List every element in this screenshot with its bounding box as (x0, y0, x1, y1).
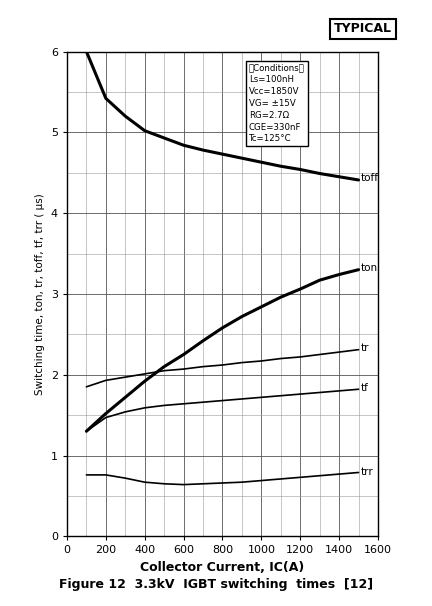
X-axis label: Collector Current, IC(A): Collector Current, IC(A) (140, 561, 305, 574)
Text: 【Conditions】
Ls=100nH
Vcc=1850V
VG= ±15V
RG=2.7Ω
CGE=330nF
Tc=125°C: 【Conditions】 Ls=100nH Vcc=1850V VG= ±15V… (249, 64, 305, 144)
Text: Figure 12  3.3kV  IGBT switching  times  [12]: Figure 12 3.3kV IGBT switching times [12… (59, 578, 373, 591)
Text: ton: ton (360, 263, 378, 273)
Text: tr: tr (360, 343, 369, 353)
Y-axis label: Switching time, ton, tr, toff, tf, trr ( μs): Switching time, ton, tr, toff, tf, trr (… (35, 193, 45, 395)
Text: tf: tf (360, 382, 368, 393)
Text: TYPICAL: TYPICAL (334, 22, 392, 35)
Text: toff: toff (360, 173, 378, 184)
Text: trr: trr (360, 467, 373, 477)
